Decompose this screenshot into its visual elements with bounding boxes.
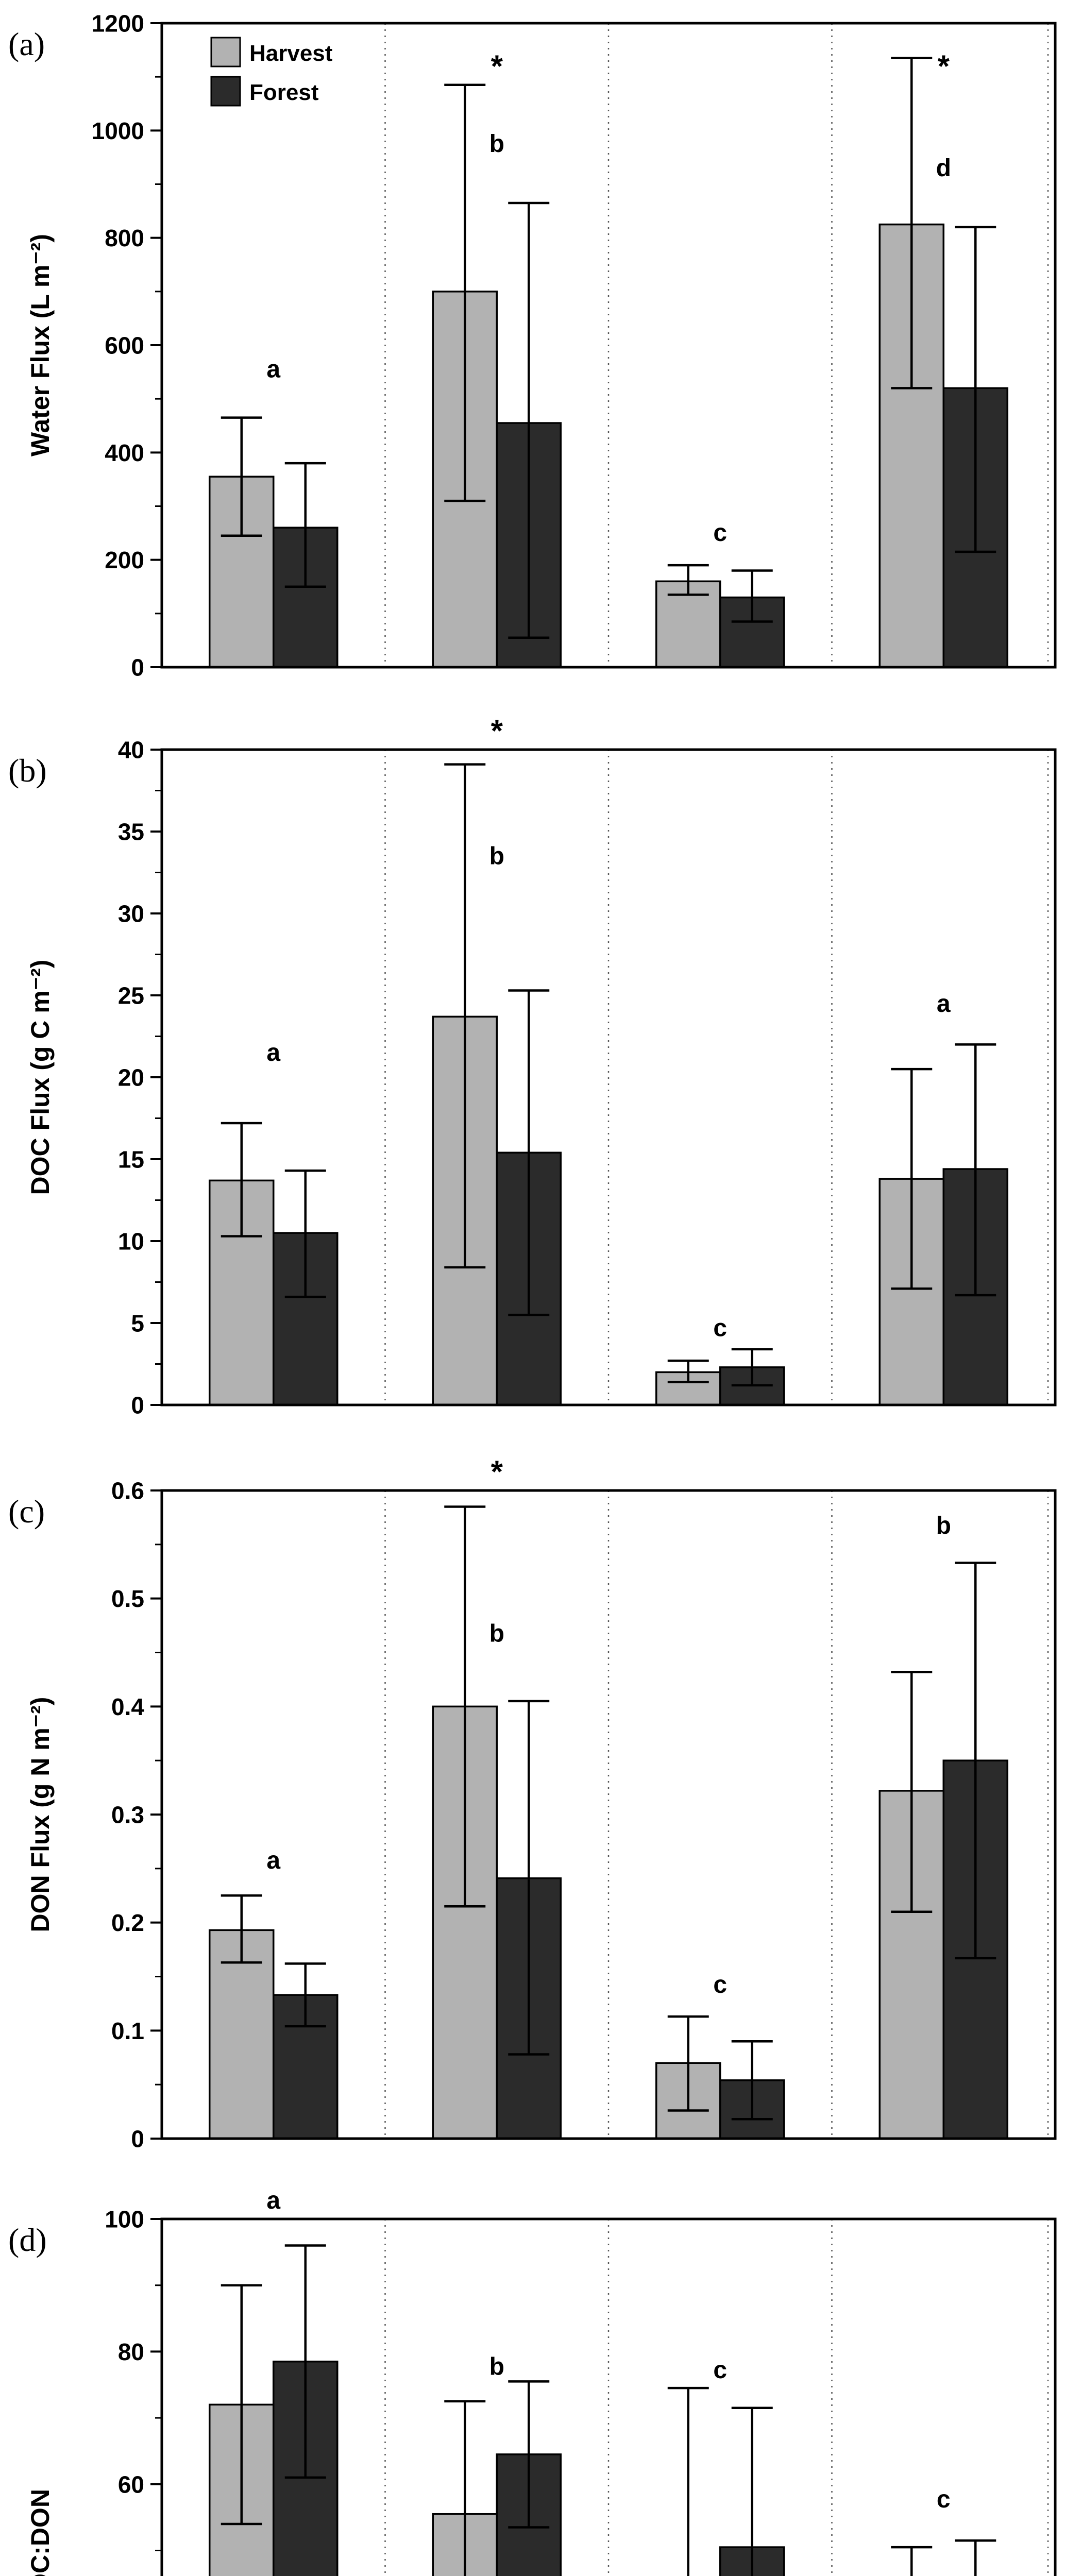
y-tick-label: 40: [118, 737, 144, 764]
sig-letter: b: [936, 1512, 951, 1539]
y-tick-label: 400: [105, 439, 144, 466]
significance-asterisk: *: [938, 49, 950, 83]
panel-label: (b): [8, 752, 47, 789]
y-axis-label: DOC:DON: [26, 2489, 55, 2576]
legend-swatch-harvest: [210, 37, 241, 67]
y-tick-label: 60: [118, 2471, 144, 2498]
y-tick-label: 200: [105, 547, 144, 573]
y-tick-label: 600: [105, 332, 144, 359]
sig-letter: a: [937, 990, 951, 1018]
y-tick-label: 30: [118, 901, 144, 927]
y-tick-label: 0.3: [111, 1802, 144, 1828]
y-tick-label: 800: [105, 225, 144, 251]
sig-letter: a: [266, 1039, 280, 1066]
y-tick-label: 20: [118, 1064, 144, 1091]
sig-letter: a: [266, 1847, 280, 1874]
significance-asterisk: *: [491, 1454, 503, 1489]
panel-label: (a): [8, 26, 45, 62]
significance-asterisk: *: [491, 49, 503, 83]
legend-label-forest: Forest: [249, 80, 319, 105]
y-tick-label: 0.4: [111, 1693, 144, 1720]
panel-label: (d): [8, 2222, 47, 2258]
y-tick-label: 1200: [92, 10, 144, 37]
sig-letter: b: [489, 130, 504, 158]
y-tick-label: 0.2: [111, 1909, 144, 1936]
sig-letter: c: [713, 1971, 727, 1998]
y-tick-label: 25: [118, 982, 144, 1009]
y-tick-label: 35: [118, 819, 144, 845]
y-tick-label: 0: [131, 654, 144, 681]
y-tick-label: 15: [118, 1146, 144, 1173]
sig-letter: c: [713, 1314, 727, 1342]
legend-swatch-forest: [210, 76, 241, 107]
sig-letter: b: [489, 1620, 504, 1648]
y-axis-label: Water Flux (L m⁻²): [26, 234, 55, 456]
legend: Harvest Forest: [210, 37, 333, 107]
y-tick-label: 0: [131, 1392, 144, 1419]
sig-letter: b: [489, 843, 504, 870]
y-tick-label: 80: [118, 2338, 144, 2365]
y-axis-label: DOC Flux (g C m⁻²): [26, 960, 55, 1195]
significance-asterisk: *: [491, 714, 503, 748]
y-tick-label: 0.1: [111, 2018, 144, 2044]
sig-letter: c: [937, 2486, 951, 2513]
y-tick-label: 10: [118, 1228, 144, 1255]
y-tick-label: 0.5: [111, 1585, 144, 1612]
sig-letter: c: [713, 519, 727, 547]
sig-letter: a: [266, 356, 280, 383]
panel-a: 0 200 400 600 800 1000 1200 Water Flux (L m⁻²) (…: [8, 10, 1057, 681]
sig-letter: b: [489, 2353, 504, 2380]
y-tick-label: 1000: [92, 117, 144, 144]
panel-c: 0 0.1 0.2 0.3 0.4 0.5 0.6 DON Flux (g N m⁻²) (c)…: [8, 1454, 1057, 2153]
y-tick-label: 5: [131, 1310, 144, 1337]
legend-label-harvest: Harvest: [249, 41, 333, 66]
y-tick-label: 0: [131, 2126, 144, 2153]
sig-letter: a: [266, 2187, 280, 2214]
panel-label: (c): [8, 1493, 45, 1530]
y-tick-label: 0.6: [111, 1478, 144, 1504]
y-axis-label: DON Flux (g N m⁻²): [26, 1697, 55, 1933]
sig-letter: c: [713, 2357, 727, 2384]
panel-b: 0 5 10 15 20 25 30 35 40 DOC Flux (g C m⁻²) (b) a b c…: [8, 714, 1057, 1419]
sig-letter: d: [936, 155, 951, 182]
y-tick-label: 100: [105, 2206, 144, 2233]
